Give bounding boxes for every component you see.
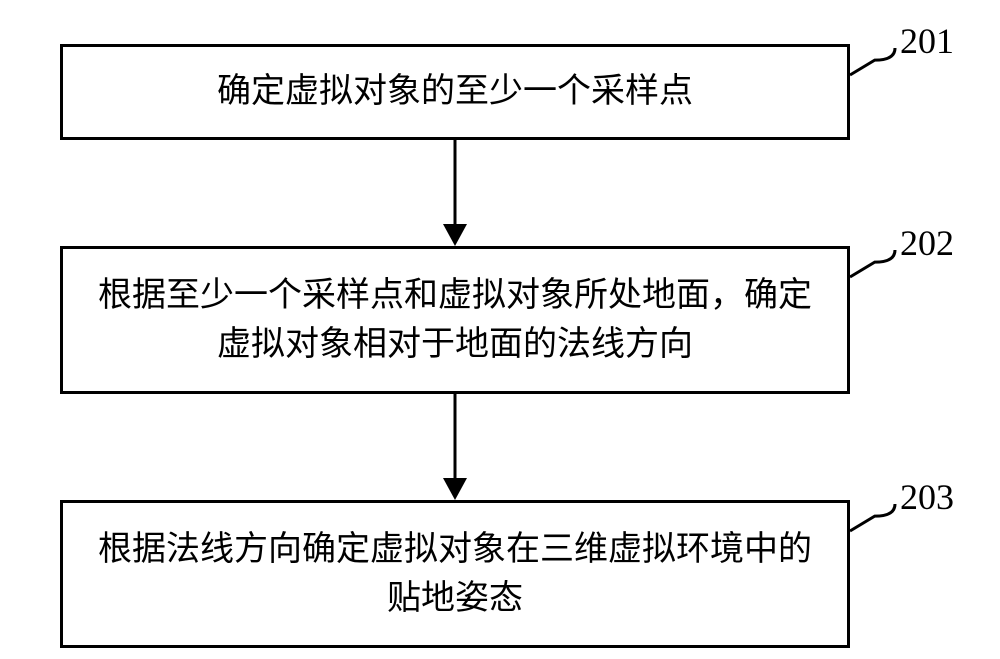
callout-line-201 bbox=[845, 43, 900, 80]
node-text: 确定虚拟对象的至少一个采样点 bbox=[217, 67, 693, 116]
node-label-202: 202 bbox=[900, 222, 954, 264]
node-text: 根据至少一个采样点和虚拟对象所处地面，确定虚拟对象相对于地面的法线方向 bbox=[87, 271, 823, 370]
callout-line-203 bbox=[845, 499, 900, 536]
callout-line-202 bbox=[845, 245, 900, 282]
flowchart-node-201: 确定虚拟对象的至少一个采样点 bbox=[60, 44, 850, 140]
flowchart-canvas: 确定虚拟对象的至少一个采样点 201 根据至少一个采样点和虚拟对象所处地面，确定… bbox=[0, 0, 1000, 659]
node-label-201: 201 bbox=[900, 20, 954, 62]
node-text: 根据法线方向确定虚拟对象在三维虚拟环境中的贴地姿态 bbox=[87, 525, 823, 624]
node-label-203: 203 bbox=[900, 476, 954, 518]
flowchart-node-203: 根据法线方向确定虚拟对象在三维虚拟环境中的贴地姿态 bbox=[60, 500, 850, 648]
flow-arrow-1 bbox=[435, 140, 475, 246]
flow-arrow-2 bbox=[435, 394, 475, 500]
flowchart-node-202: 根据至少一个采样点和虚拟对象所处地面，确定虚拟对象相对于地面的法线方向 bbox=[60, 246, 850, 394]
